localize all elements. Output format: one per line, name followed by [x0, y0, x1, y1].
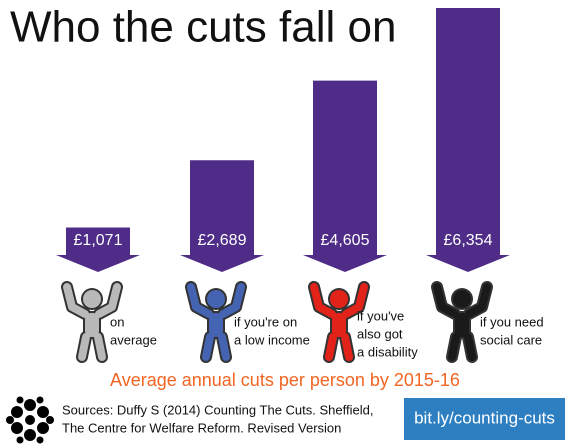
value-label: £2,689: [198, 232, 247, 249]
category-label: a disability: [357, 344, 418, 359]
figure: [61, 281, 123, 363]
figure-body: [85, 313, 99, 337]
subtitle: Average annual cuts per person by 2015-1…: [110, 370, 460, 390]
link[interactable]: bit.ly/counting-cuts: [414, 408, 555, 427]
category-label: also got: [357, 326, 403, 341]
figure: [308, 281, 370, 363]
value-label: £1,071: [74, 232, 123, 249]
arrow-bar: [180, 160, 264, 272]
category-label: average: [110, 332, 157, 347]
arrow-bar: [303, 80, 387, 273]
figure-limbs: [187, 283, 245, 361]
chart-title: Who the cuts fall on: [10, 3, 396, 52]
source-line: The Centre for Welfare Reform. Revised V…: [62, 420, 341, 435]
figure: [431, 281, 493, 363]
figure-head: [207, 290, 225, 308]
figure-limbs: [310, 283, 368, 361]
category-label: if you've: [357, 308, 404, 323]
value-label: £6,354: [444, 232, 493, 249]
link-box[interactable]: [404, 398, 565, 440]
figure-limbs: [433, 283, 491, 361]
category-label: on: [110, 314, 124, 329]
value-label: £4,605: [321, 232, 370, 249]
figure-head: [330, 290, 348, 308]
figure-body: [332, 313, 346, 337]
figure-head: [83, 290, 101, 308]
figure: [185, 281, 247, 363]
arrow-bar: [426, 8, 510, 272]
category-label: if you're on: [234, 314, 297, 329]
arrow-bar: [56, 227, 140, 272]
figure-body: [455, 313, 469, 337]
source-line: Sources: Duffy S (2014) Counting The Cut…: [62, 402, 373, 417]
logo: [6, 396, 54, 444]
figure-head: [453, 290, 471, 308]
figure-limbs: [63, 283, 121, 361]
category-label: social care: [480, 332, 542, 347]
category-label: a low income: [234, 332, 310, 347]
category-label: if you need: [480, 314, 544, 329]
figure-body: [209, 313, 223, 337]
